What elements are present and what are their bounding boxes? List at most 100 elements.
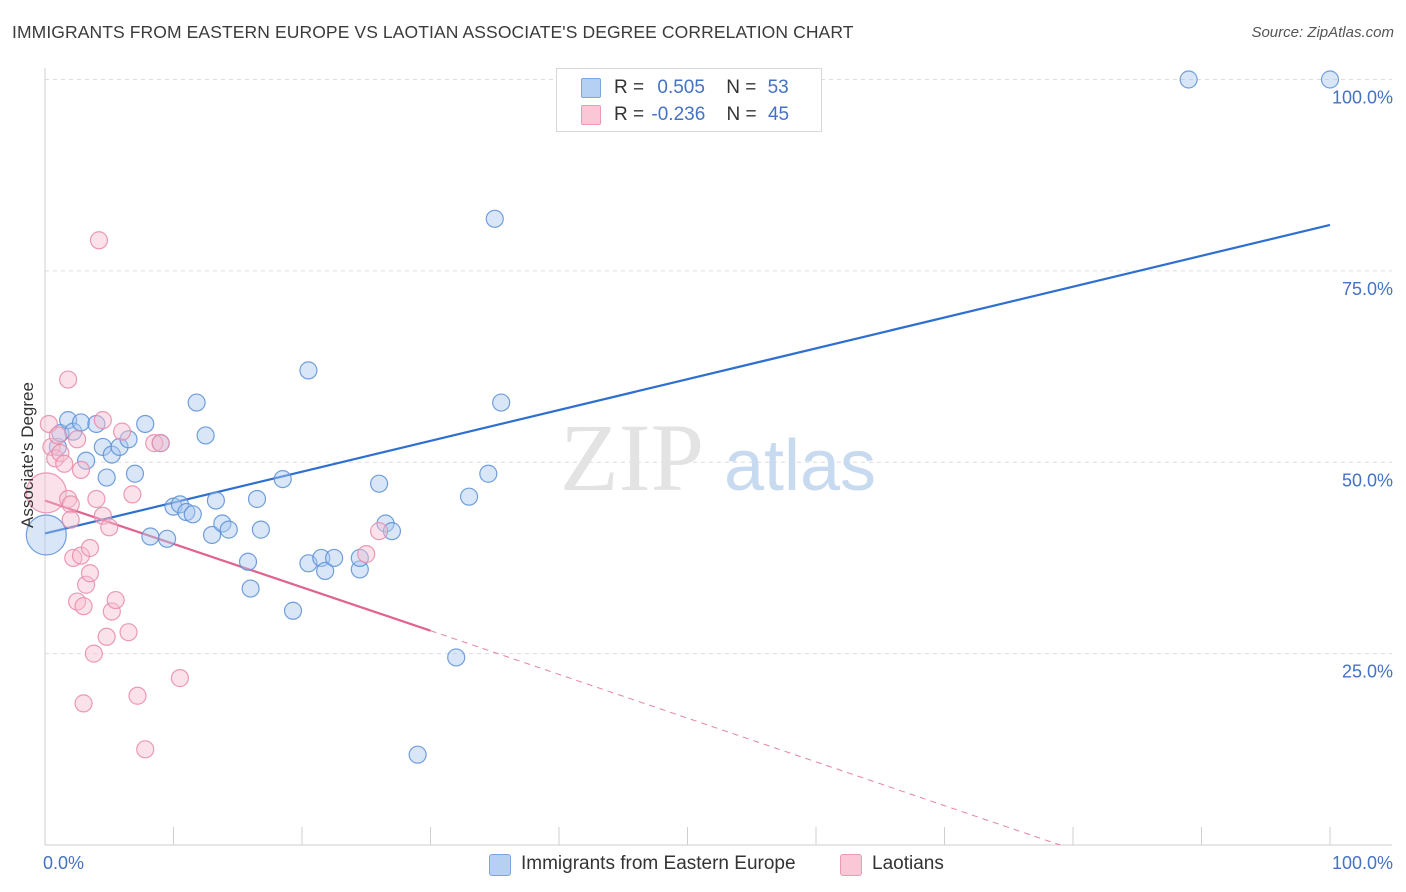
point-eastern-europe (316, 561, 335, 581)
axes (44, 68, 1392, 846)
y-axis-label: Associate's Degree (18, 382, 37, 528)
point-eastern-europe (187, 393, 206, 412)
point-laotian (42, 437, 61, 457)
point-eastern-europe (447, 648, 466, 667)
point-eastern-europe (157, 529, 177, 548)
point-laotian (55, 454, 74, 473)
blue-n-value: 53 (767, 77, 789, 98)
point-eastern-europe (125, 464, 145, 483)
point-eastern-europe (25, 514, 67, 556)
x-tick-label: 0.0% (43, 853, 84, 873)
point-eastern-europe (370, 474, 389, 493)
point-laotian (59, 370, 78, 389)
pink-n-label: N = (726, 104, 757, 125)
point-eastern-europe (241, 579, 260, 598)
y-tick-label: 100.0% (1332, 88, 1393, 108)
point-eastern-europe (219, 520, 238, 539)
point-eastern-europe (97, 468, 116, 487)
point-eastern-europe (247, 489, 267, 509)
x-tick-labels: 0.0% 100.0% (43, 853, 1393, 873)
point-eastern-europe (136, 414, 155, 434)
point-eastern-europe (299, 361, 318, 380)
pink-r-value: -0.236 (651, 104, 706, 125)
point-laotian (100, 518, 119, 537)
blue-swatch (581, 78, 601, 98)
watermark: ZIP atlas (560, 404, 876, 511)
points (25, 70, 1340, 764)
blue-r-label: R = (614, 77, 645, 98)
point-laotian (46, 449, 65, 468)
trendline-pink-extension (430, 630, 1061, 846)
watermark-atlas: atlas (724, 426, 876, 506)
bottom-pink-swatch (840, 854, 862, 876)
bottom-blue-swatch (489, 854, 511, 876)
source-credit: Source: ZipAtlas.com (1251, 24, 1394, 41)
point-eastern-europe (479, 464, 498, 483)
point-laotian (106, 590, 125, 610)
blue-r-value: 0.505 (657, 77, 705, 98)
point-laotian (128, 686, 147, 705)
point-laotian (48, 426, 67, 445)
x-tick-label: 100.0% (1332, 853, 1393, 873)
point-laotian (80, 564, 100, 583)
point-eastern-europe (183, 505, 202, 524)
point-eastern-europe (492, 393, 511, 412)
point-laotian (357, 545, 376, 564)
point-eastern-europe (141, 527, 160, 546)
point-laotian (119, 623, 138, 642)
point-laotian (51, 443, 70, 463)
point-eastern-europe (238, 552, 258, 571)
point-laotian (89, 231, 109, 250)
point-laotian (370, 522, 389, 541)
point-eastern-europe (382, 522, 402, 541)
point-eastern-europe (283, 601, 303, 620)
point-laotian (151, 434, 170, 453)
point-laotian (71, 460, 91, 480)
point-laotian (170, 669, 190, 688)
point-laotian (77, 575, 96, 594)
point-laotian (61, 495, 80, 514)
y-tick-label: 25.0% (1342, 662, 1393, 682)
point-laotian (80, 538, 100, 558)
point-eastern-europe (251, 520, 270, 539)
y-tick-label: 75.0% (1342, 279, 1393, 299)
trendlines (44, 223, 1331, 846)
point-eastern-europe (459, 487, 479, 506)
point-laotian (145, 434, 164, 453)
point-eastern-europe (1179, 70, 1198, 89)
pink-r-label: R = (614, 104, 645, 125)
point-eastern-europe (325, 548, 344, 568)
point-laotian (97, 627, 116, 646)
bottom-pink-label: Laotians (872, 853, 944, 874)
point-eastern-europe (102, 445, 121, 464)
y-tick-label: 50.0% (1342, 470, 1393, 490)
point-laotian (61, 510, 80, 529)
y-tick-labels: 25.0% 50.0% 75.0% 100.0% (1332, 88, 1393, 682)
point-laotian (93, 411, 112, 430)
point-laotian (123, 485, 142, 504)
point-eastern-europe (485, 209, 504, 228)
point-laotian (68, 592, 87, 611)
pink-swatch (581, 105, 601, 125)
grid (45, 79, 1392, 655)
point-laotian (68, 430, 87, 449)
point-laotian (74, 694, 93, 713)
point-eastern-europe (206, 491, 226, 510)
point-eastern-europe (202, 525, 222, 545)
point-laotian (74, 597, 93, 616)
bottom-blue-label: Immigrants from Eastern Europe (521, 853, 796, 874)
point-laotian (112, 422, 132, 441)
point-laotian (87, 489, 106, 509)
point-eastern-europe (273, 469, 292, 489)
chart-title: IMMIGRANTS FROM EASTERN EUROPE VS LAOTIA… (12, 22, 854, 42)
point-laotian (25, 472, 67, 514)
point-laotian (93, 506, 112, 525)
watermark-zip: ZIP (560, 404, 704, 511)
point-eastern-europe (1320, 70, 1340, 89)
pink-n-value: 45 (767, 104, 790, 125)
point-laotian (136, 740, 155, 759)
point-eastern-europe (408, 745, 427, 764)
point-eastern-europe (71, 413, 91, 432)
blue-n-label: N = (726, 77, 757, 98)
